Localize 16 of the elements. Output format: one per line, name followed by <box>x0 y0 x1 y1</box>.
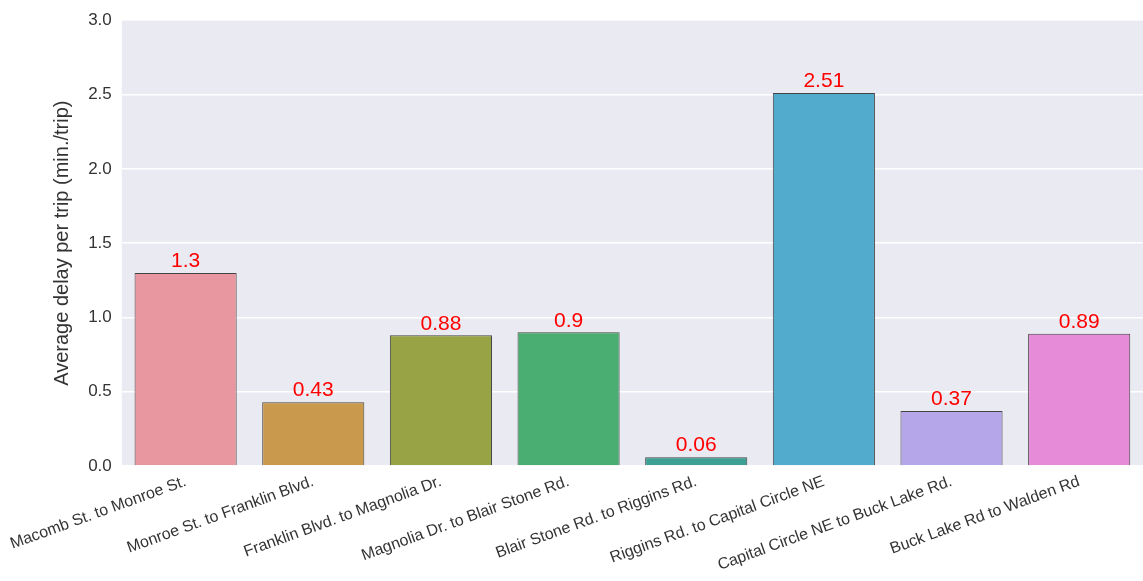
data-label: 0.88 <box>420 310 462 334</box>
y-tick-label: 3.0 <box>88 9 112 29</box>
y-tick-label: 2.0 <box>88 158 112 178</box>
y-tick-label: 1.5 <box>88 232 112 252</box>
data-label: 0.37 <box>931 386 972 410</box>
data-label: 0.06 <box>675 432 717 456</box>
y-tick-label: 2.5 <box>88 84 112 104</box>
data-label: 0.9 <box>553 307 584 331</box>
y-tick-label: 0.0 <box>88 455 112 475</box>
y-tick-label: 0.5 <box>88 381 112 401</box>
data-label: 2.51 <box>803 68 845 92</box>
data-label: 1.3 <box>171 248 201 272</box>
y-axis-title: Average delay per trip (min./trip) <box>49 100 72 386</box>
data-label: 0.43 <box>292 377 334 401</box>
data-label: 0.89 <box>1058 309 1100 333</box>
y-tick-label: 1.0 <box>88 307 112 327</box>
